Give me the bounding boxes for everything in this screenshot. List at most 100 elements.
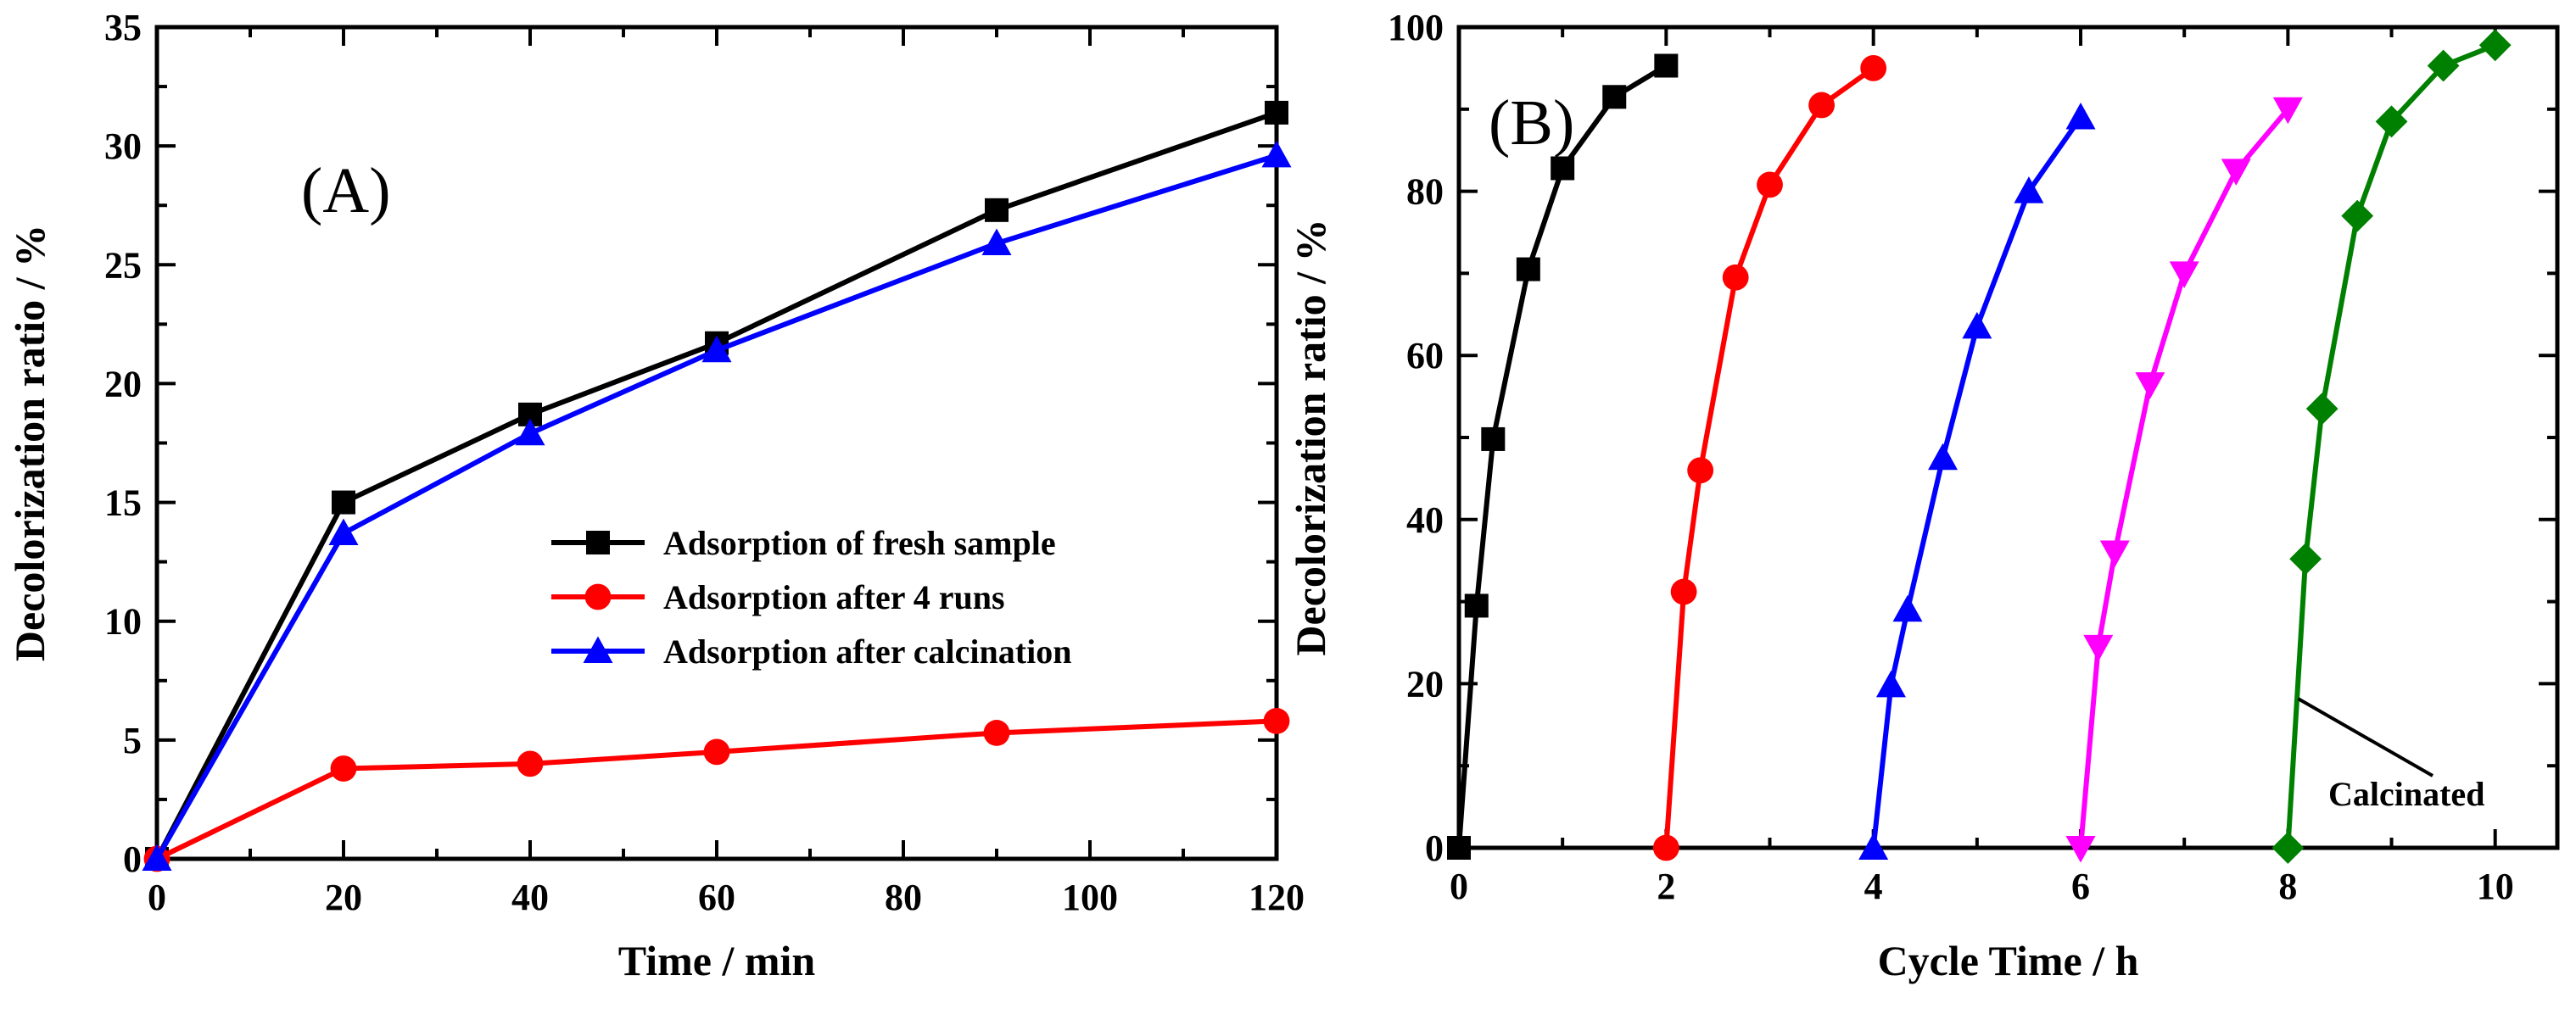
x-tick-label: 60 xyxy=(698,877,735,918)
y-tick-label: 10 xyxy=(104,601,142,643)
x-tick-label: 6 xyxy=(2071,866,2090,907)
data-point xyxy=(1652,834,1679,861)
x-tick-label: 120 xyxy=(1249,877,1305,918)
series-1 xyxy=(1652,55,1887,861)
annotation-label: Calcinated xyxy=(2328,775,2484,813)
x-tick-label: 4 xyxy=(1864,866,1883,907)
data-point xyxy=(1464,593,1489,618)
series-4 xyxy=(2271,29,2512,864)
data-point xyxy=(2427,49,2460,82)
y-tick-label: 5 xyxy=(123,720,142,761)
panel-label: (B) xyxy=(1489,87,1574,159)
data-point xyxy=(517,750,544,777)
data-point xyxy=(2271,832,2305,864)
data-point xyxy=(1928,443,1959,471)
series-line xyxy=(1870,115,2083,849)
data-point xyxy=(1687,457,1714,484)
x-axis-title: Cycle Time / h xyxy=(1878,937,2139,984)
data-point xyxy=(1551,156,1575,181)
data-point xyxy=(1261,140,1292,168)
annotation: Calcinated xyxy=(2297,697,2484,813)
legend-label: Adsorption of fresh sample xyxy=(663,524,1056,562)
data-point xyxy=(2375,105,2408,138)
data-point xyxy=(332,490,355,515)
data-point xyxy=(2065,102,2096,130)
series-3 xyxy=(2065,97,2303,863)
data-point xyxy=(1670,578,1697,605)
series-line xyxy=(2078,107,2290,849)
y-tick-label: 60 xyxy=(1406,335,1444,376)
data-point xyxy=(515,418,545,446)
y-tick-label: 35 xyxy=(104,7,142,48)
data-point xyxy=(1962,311,1992,339)
legend-marker xyxy=(584,583,612,610)
x-tick-label: 0 xyxy=(1450,866,1468,907)
legend-label: Adsorption after calcination xyxy=(663,632,1071,671)
y-tick-label: 100 xyxy=(1388,7,1444,48)
panel-label: (A) xyxy=(301,155,391,226)
data-point xyxy=(1447,836,1471,860)
data-point xyxy=(1892,594,1923,622)
data-point xyxy=(2272,97,2303,125)
y-tick-label: 0 xyxy=(123,838,142,880)
series-line xyxy=(155,718,1277,861)
data-point xyxy=(1858,833,1889,860)
y-tick-label: 30 xyxy=(104,125,142,167)
x-tick-label: 100 xyxy=(1062,877,1118,918)
data-point xyxy=(328,518,359,546)
data-point xyxy=(2221,159,2251,186)
y-tick-label: 15 xyxy=(104,482,142,524)
data-point xyxy=(142,844,172,871)
data-point xyxy=(2099,540,2130,568)
series-line xyxy=(154,153,1277,861)
data-point xyxy=(2135,372,2165,399)
series-0 xyxy=(145,100,1288,871)
y-tick-label: 20 xyxy=(1406,663,1444,705)
x-tick-label: 8 xyxy=(2278,866,2297,907)
data-point xyxy=(703,738,730,766)
series-2 xyxy=(1858,102,2096,860)
data-point xyxy=(2478,29,2512,62)
data-point xyxy=(2014,176,2044,203)
data-point xyxy=(2083,634,2114,662)
data-point xyxy=(2065,836,2096,863)
series-line xyxy=(1456,63,1668,849)
annotation-arrow-line xyxy=(2297,697,2434,777)
chart-panel-a: 0 20 40 60 80 100 120 0 5 10 15 20 25 30 35 Time / min D… xyxy=(6,7,1305,984)
data-point xyxy=(1860,55,1887,81)
y-tick-label: 25 xyxy=(104,244,142,286)
x-tick-label: 0 xyxy=(148,877,166,918)
data-point xyxy=(2169,261,2199,288)
y-axis-title: Decolorization ratio / % xyxy=(1287,219,1334,655)
legend-label: Adsorption after 4 runs xyxy=(663,578,1005,616)
data-point xyxy=(1722,264,1749,291)
plot-frame xyxy=(1456,25,2560,850)
data-point xyxy=(1516,257,1540,281)
y-tick-label: 80 xyxy=(1406,171,1444,213)
x-tick-label: 2 xyxy=(1657,866,1675,907)
data-point xyxy=(1875,670,1906,698)
data-point xyxy=(2305,393,2339,426)
data-point xyxy=(1481,426,1506,451)
data-point xyxy=(1808,92,1835,119)
series-line xyxy=(2285,42,2496,849)
data-point xyxy=(1654,53,1679,78)
series-line xyxy=(154,110,1277,861)
y-tick-label: 40 xyxy=(1406,499,1444,541)
x-tick-label: 20 xyxy=(325,877,362,918)
data-point xyxy=(981,228,1012,256)
x-tick-label: 10 xyxy=(2477,866,2514,907)
data-point xyxy=(2289,543,2322,576)
data-point xyxy=(983,720,1010,746)
data-point xyxy=(2341,199,2374,232)
series-2 xyxy=(142,140,1292,871)
y-tick-label: 0 xyxy=(1425,827,1444,869)
series-0 xyxy=(1447,53,1679,860)
data-point xyxy=(330,755,357,782)
x-tick-label: 40 xyxy=(511,877,549,918)
legend-marker xyxy=(583,636,613,663)
x-axis-title: Time / min xyxy=(618,937,816,984)
data-point xyxy=(701,335,732,363)
